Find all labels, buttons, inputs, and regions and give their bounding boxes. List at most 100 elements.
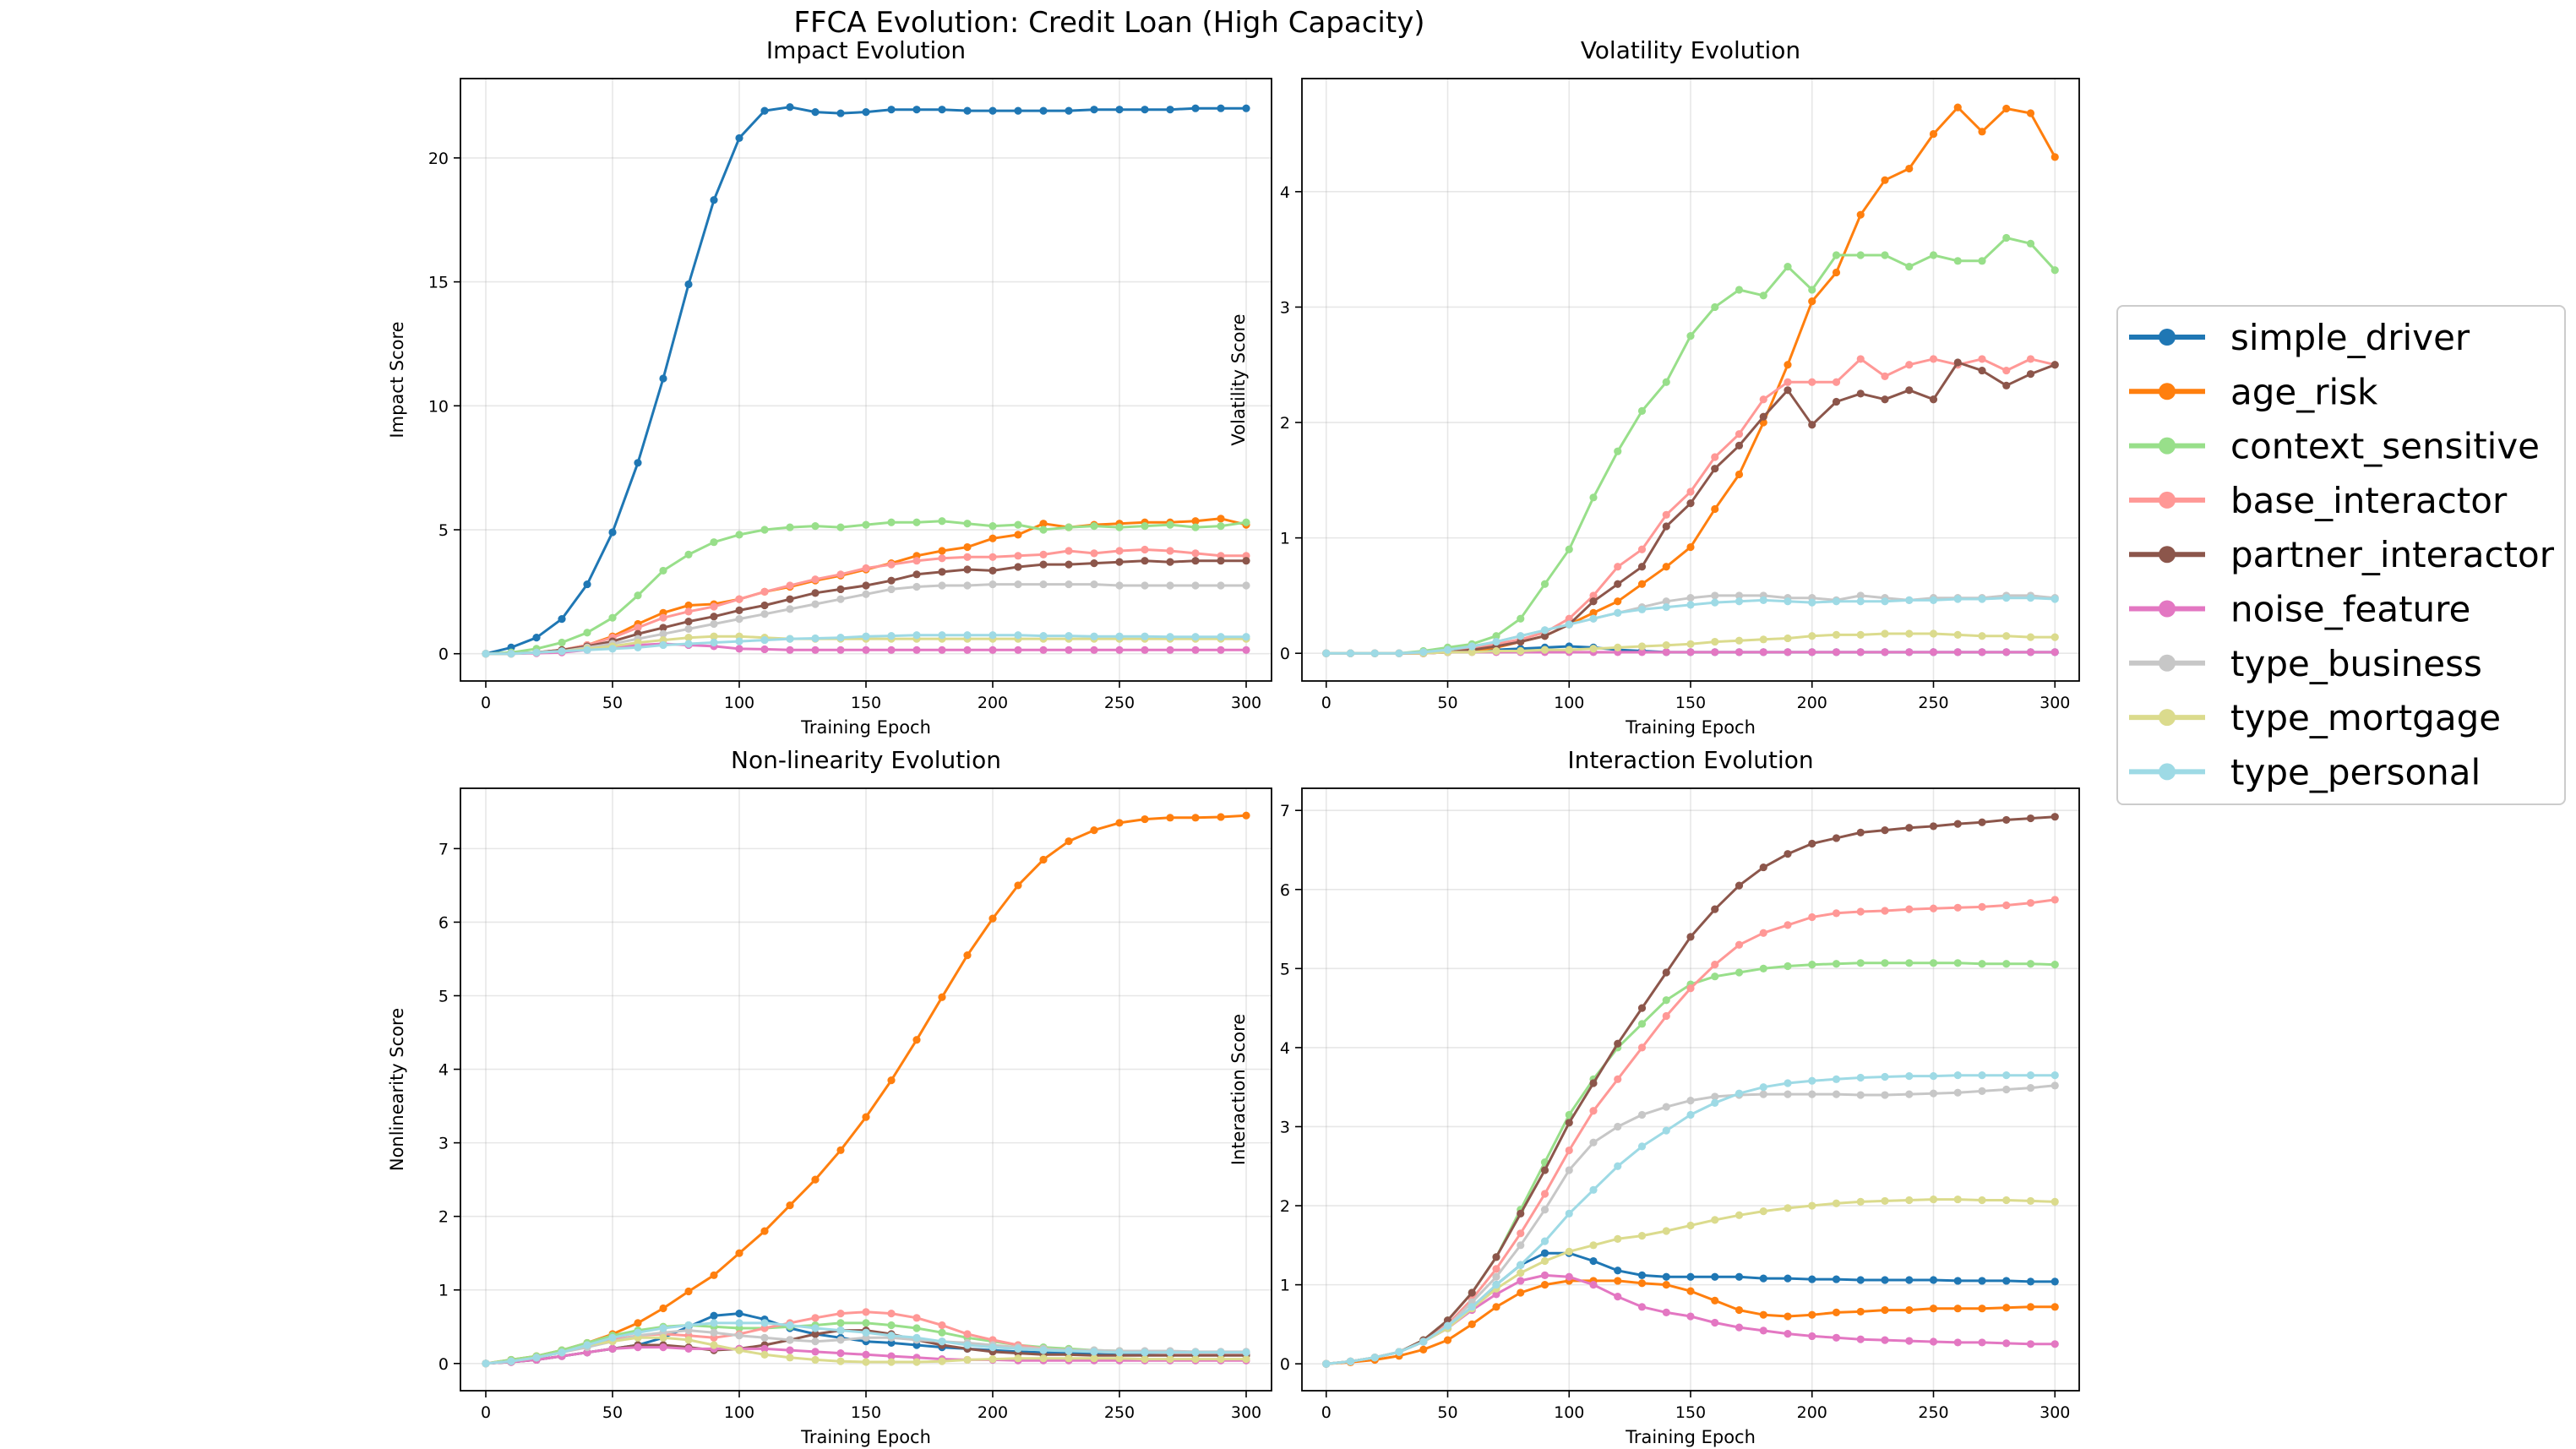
data-point	[811, 108, 820, 117]
data-point	[1662, 641, 1670, 650]
data-point	[1217, 557, 1225, 565]
data-point	[1039, 106, 1048, 115]
data-point	[1735, 1272, 1744, 1281]
data-point	[1443, 646, 1452, 654]
data-point	[1735, 1305, 1744, 1315]
data-point	[786, 646, 794, 654]
data-point	[1881, 1072, 1889, 1081]
data-point	[1881, 1276, 1889, 1284]
legend-marker	[2159, 546, 2176, 564]
data-point	[1735, 441, 1744, 449]
data-point	[1759, 412, 1767, 421]
legend: simple_driver age_risk context_sensitiveba…	[2116, 305, 2566, 805]
data-point	[1540, 646, 1549, 654]
legend-marker	[2159, 600, 2176, 618]
data-point	[1735, 1323, 1744, 1332]
data-point	[710, 538, 718, 547]
data-point	[1784, 1330, 1792, 1338]
data-point	[1808, 1201, 1816, 1210]
x-axis-label: Training Epoch	[800, 717, 931, 738]
x-tick-label: 100	[724, 694, 754, 712]
data-point	[1784, 1274, 1792, 1283]
data-point	[1978, 128, 1986, 136]
data-point	[634, 1319, 642, 1327]
data-point	[1711, 504, 1719, 514]
data-point	[836, 1357, 845, 1365]
data-point	[887, 1332, 896, 1340]
data-point	[1784, 634, 1792, 643]
data-point	[1759, 1310, 1767, 1319]
data-point	[1166, 520, 1174, 529]
data-point	[684, 1336, 693, 1344]
data-point	[1039, 646, 1048, 654]
data-point	[1540, 580, 1549, 588]
data-point	[862, 581, 870, 590]
data-point	[1637, 642, 1647, 651]
data-point	[2050, 961, 2059, 969]
data-point	[1856, 630, 1865, 639]
data-point	[1141, 646, 1149, 654]
data-point	[1141, 545, 1149, 554]
data-point	[735, 606, 743, 614]
data-point	[1711, 598, 1719, 607]
data-point	[912, 1324, 921, 1332]
data-point	[684, 634, 693, 642]
data-point	[1905, 386, 1914, 395]
data-point	[1808, 912, 1816, 922]
y-tick-label: 6	[1280, 881, 1290, 900]
y-tick-label: 1	[1280, 1277, 1290, 1295]
data-point	[1856, 591, 1865, 600]
data-point	[1662, 563, 1670, 571]
data-point	[1468, 1303, 1476, 1311]
data-point	[2026, 1340, 2035, 1348]
data-point	[1614, 1075, 1622, 1083]
data-point	[507, 650, 515, 658]
data-point	[710, 196, 718, 204]
x-tick-label: 150	[1675, 1403, 1706, 1422]
data-point	[1978, 366, 1986, 375]
data-point	[760, 635, 769, 645]
data-point	[887, 1321, 896, 1330]
data-point	[1735, 648, 1744, 656]
data-point	[2050, 896, 2059, 904]
data-point	[1565, 545, 1573, 553]
data-point	[786, 103, 794, 112]
data-point	[2050, 1081, 2059, 1090]
y-axis-label: Nonlinearity Score	[387, 1008, 407, 1171]
data-point	[1637, 1279, 1647, 1288]
data-point	[1808, 1332, 1816, 1341]
data-point	[684, 550, 693, 558]
data-point	[1808, 632, 1816, 640]
data-point	[1395, 649, 1403, 657]
data-point	[1929, 1276, 1938, 1284]
data-point	[1856, 1276, 1865, 1284]
data-point	[1905, 1090, 1914, 1098]
grid	[1302, 788, 2079, 1391]
data-point	[887, 518, 896, 526]
data-point	[963, 646, 972, 654]
data-point	[1662, 1011, 1670, 1021]
data-point	[735, 133, 743, 143]
data-point	[1115, 558, 1124, 566]
data-point	[1614, 1277, 1622, 1285]
data-point	[1808, 378, 1816, 386]
y-tick-label: 5	[1280, 960, 1290, 978]
data-point	[938, 568, 946, 576]
data-point	[1540, 1256, 1549, 1266]
data-point	[1929, 129, 1938, 139]
data-point	[1039, 550, 1048, 558]
legend-marker	[2159, 654, 2176, 672]
data-point	[1065, 106, 1073, 115]
data-point	[1065, 631, 1073, 640]
data-point	[1039, 560, 1048, 569]
data-point	[1953, 1277, 1962, 1285]
data-point	[786, 1354, 794, 1362]
data-point	[735, 531, 743, 539]
data-point	[2026, 1196, 2035, 1206]
data-point	[1929, 251, 1938, 259]
legend-marker	[2159, 763, 2176, 781]
data-point	[710, 1311, 718, 1320]
data-point	[735, 595, 743, 603]
legend-marker	[2159, 437, 2176, 455]
data-point	[1637, 580, 1647, 588]
